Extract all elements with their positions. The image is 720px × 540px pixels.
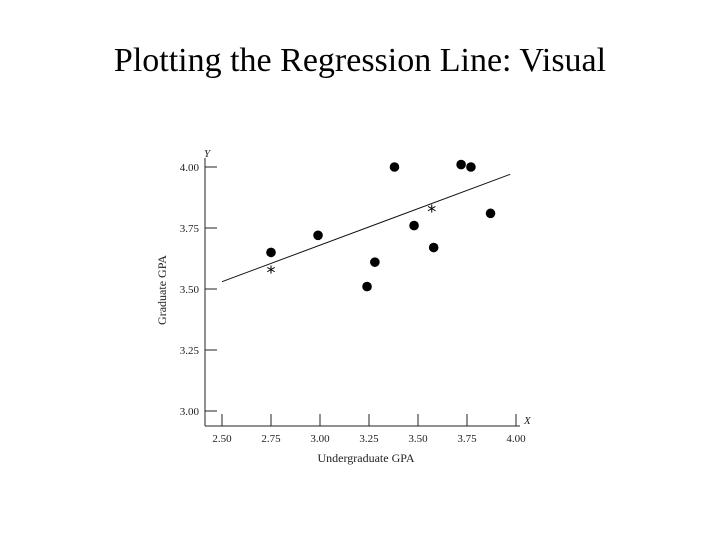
data-point bbox=[313, 230, 323, 241]
y-axis-title: Graduate GPA bbox=[155, 255, 169, 325]
y-tick-label: 3.25 bbox=[180, 345, 200, 357]
regression-line bbox=[221, 173, 511, 283]
predicted-point-asterisk: * bbox=[427, 201, 436, 222]
y-ticks: 3.00 3.25 3.50 3.75 4.00 bbox=[180, 162, 217, 418]
data-point bbox=[428, 242, 439, 253]
x-tick-label: 2.50 bbox=[212, 433, 232, 445]
data-point bbox=[456, 159, 466, 170]
data-point bbox=[409, 220, 419, 231]
y-axis-letter: Y bbox=[204, 148, 212, 160]
data-point bbox=[389, 162, 400, 172]
x-tick-label: 3.75 bbox=[457, 433, 477, 445]
x-tick-label: 4.00 bbox=[506, 433, 526, 445]
y-tick-label: 4.00 bbox=[180, 162, 200, 174]
x-tick-label: 3.25 bbox=[359, 433, 379, 445]
data-point bbox=[266, 247, 276, 258]
x-axis-title: Undergraduate GPA bbox=[318, 451, 415, 465]
x-tick-label: 3.00 bbox=[310, 433, 330, 445]
predicted-point-asterisk: * bbox=[267, 262, 276, 283]
slide-title: Plotting the Regression Line: Visual bbox=[113, 42, 607, 79]
x-tick-label: 2.75 bbox=[261, 433, 281, 445]
x-tick-label: 3.50 bbox=[408, 433, 428, 445]
y-tick-label: 3.00 bbox=[180, 406, 200, 418]
data-point bbox=[362, 281, 372, 292]
data-points: ** bbox=[266, 159, 496, 292]
x-axis-letter: X bbox=[523, 415, 532, 427]
data-point bbox=[485, 208, 496, 219]
x-ticks: 2.50 2.75 3.00 3.25 3.50 3.75 4.00 bbox=[212, 414, 526, 445]
data-point bbox=[466, 162, 476, 172]
data-point bbox=[370, 257, 380, 267]
y-tick-label: 3.75 bbox=[180, 223, 200, 235]
chart-axes bbox=[204, 158, 520, 427]
y-tick-label: 3.50 bbox=[180, 284, 200, 296]
